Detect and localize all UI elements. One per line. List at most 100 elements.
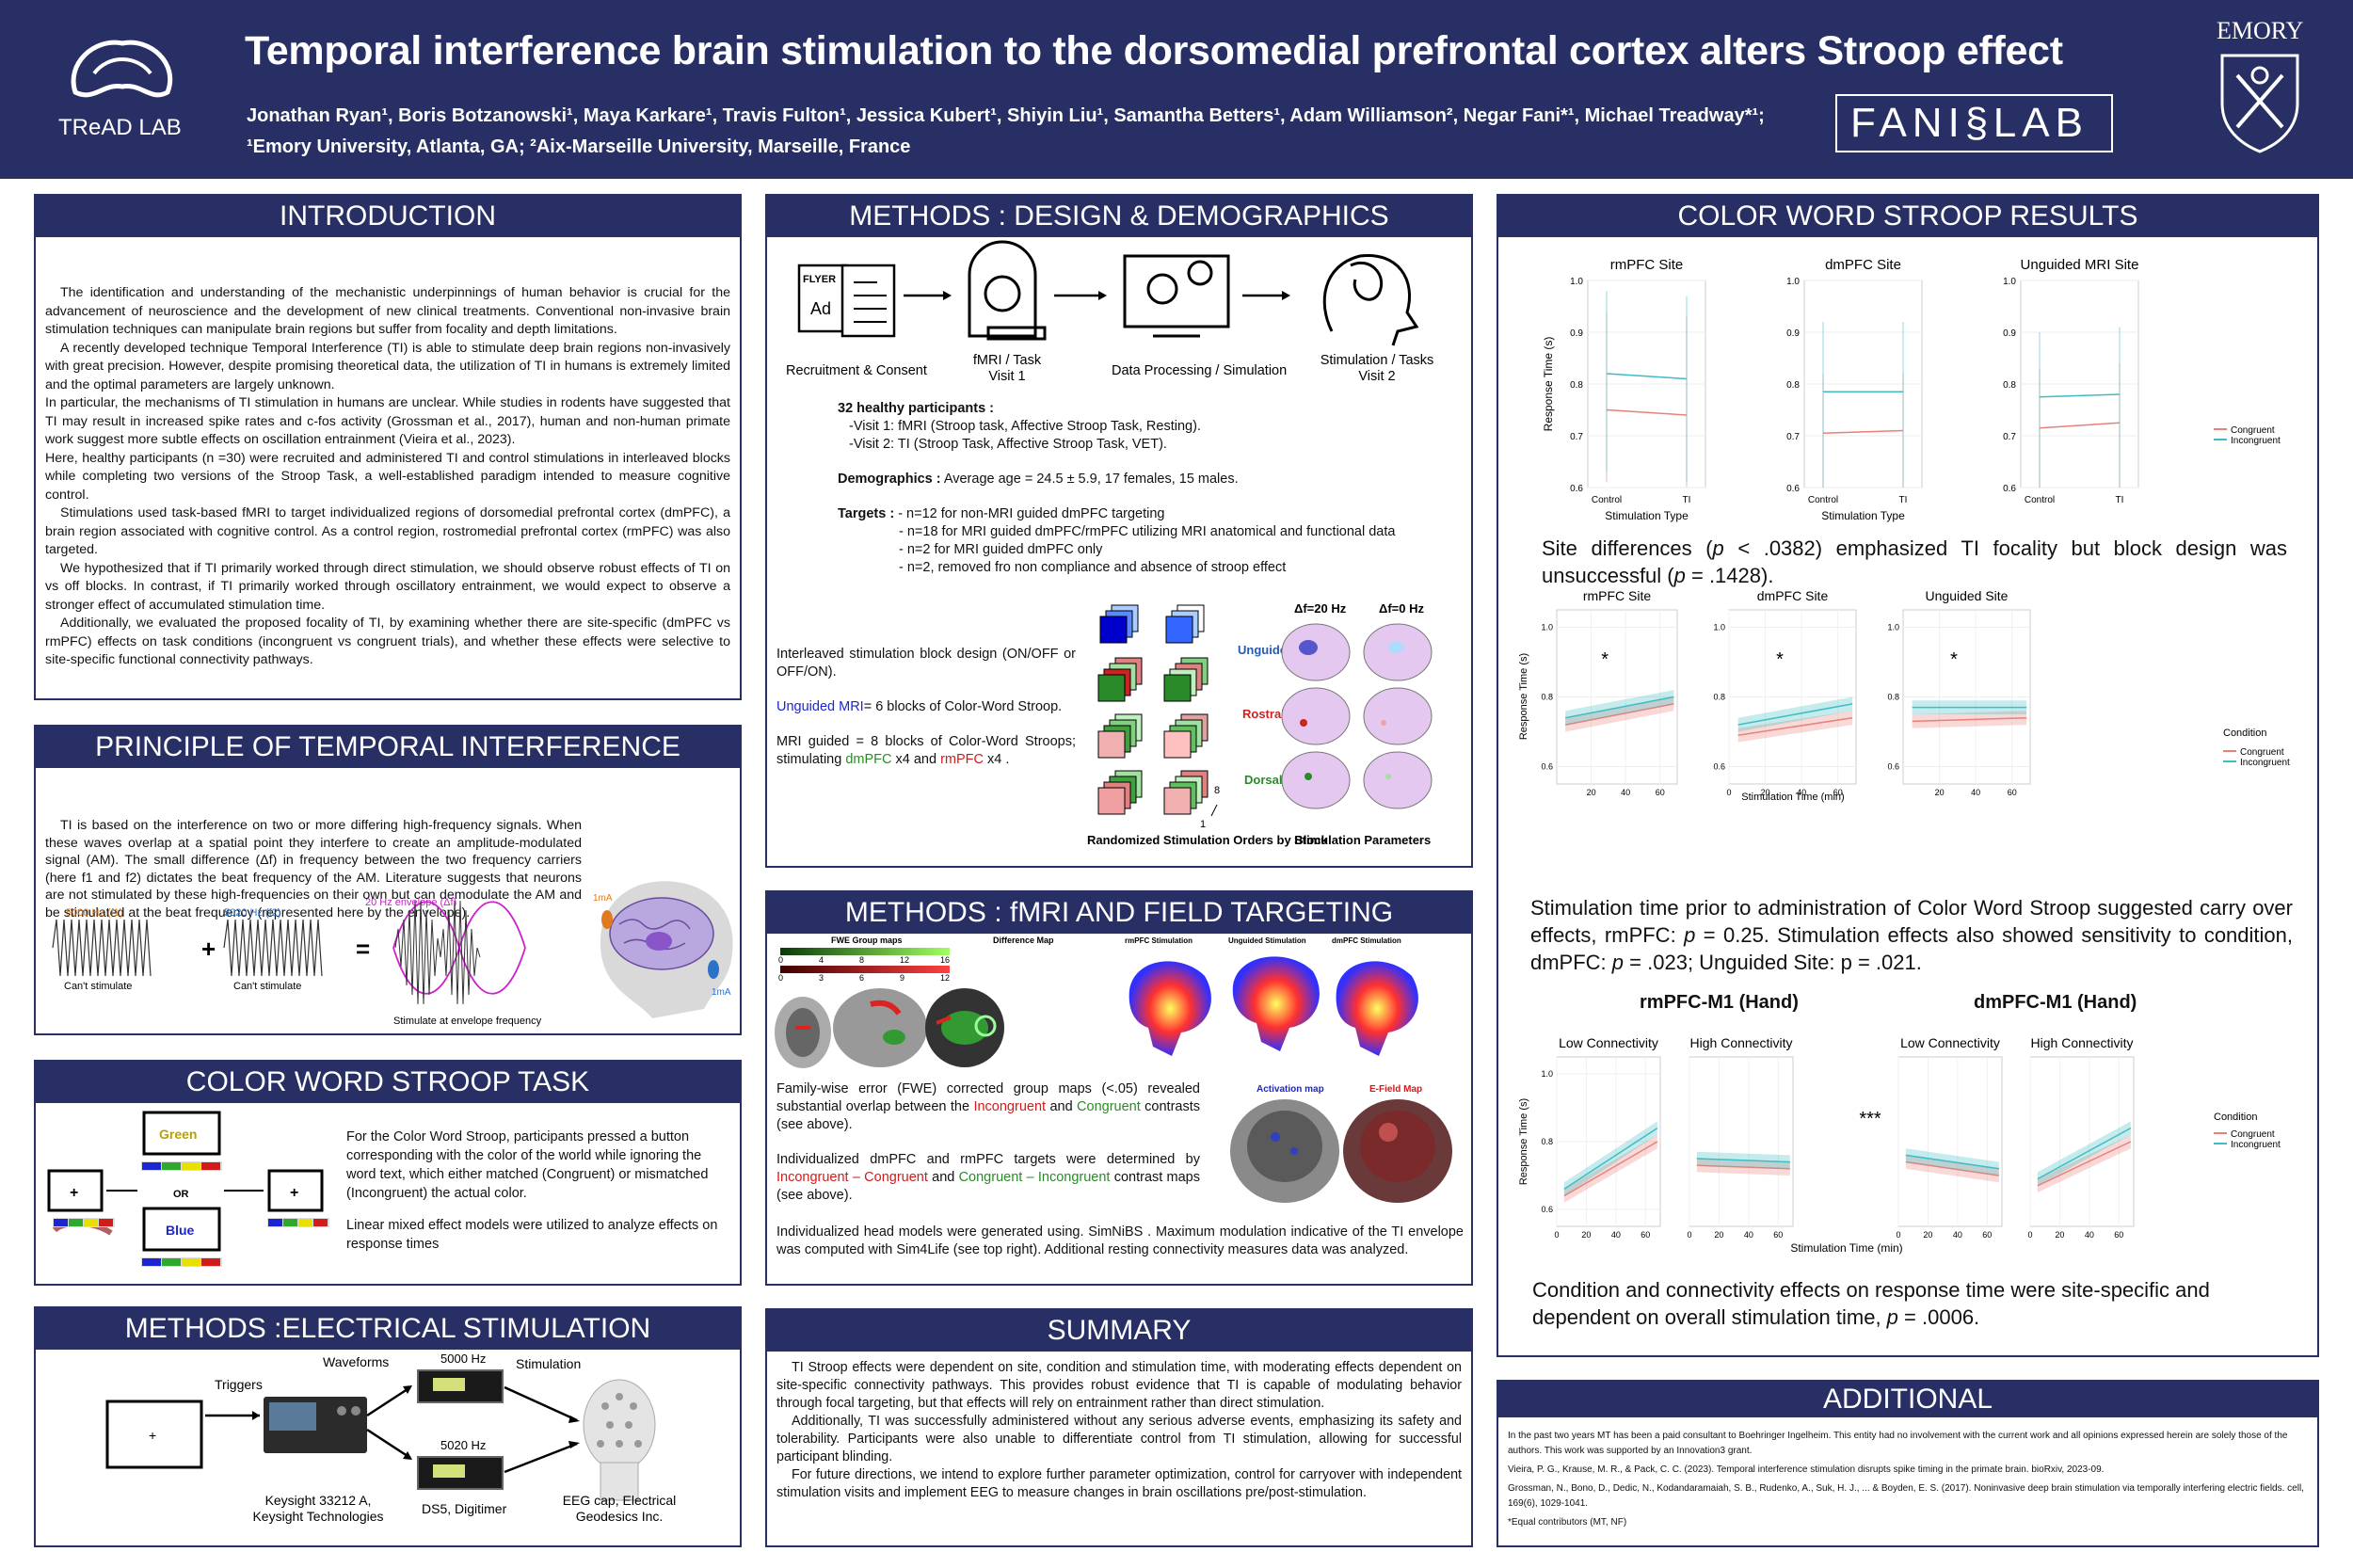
y-tick-label: 1.0	[1786, 277, 1800, 287]
carrier-wave-f2	[223, 919, 323, 977]
dmpfc-word: dmPFC	[845, 752, 892, 767]
y-tick-label: 0.9	[1570, 328, 1583, 339]
step-label: fMRI / Task Visit 1	[973, 353, 1042, 384]
emory-shield-icon	[2220, 54, 2299, 153]
fit-line-incongruent	[1905, 1154, 1999, 1170]
affiliations: ¹Emory University, Atlanta, GA; ²Aix-Mar…	[247, 136, 911, 157]
chart-title: rmPFC Site	[1583, 588, 1652, 603]
contrast-red: Incongruent – Congruent	[776, 1170, 928, 1185]
cant-stimulate-label: Can't stimulate	[233, 981, 301, 992]
param-header: Δf=20 Hz	[1294, 601, 1347, 616]
mri-text-c: x4 and	[891, 752, 941, 767]
fmri-paragraph: Family-wise error (FWE) corrected group …	[776, 1080, 1200, 1134]
stroop-task-panel: COLOR WORD STROOP TASK + Green OR Blue +…	[34, 1060, 742, 1286]
fmri-text-span: and	[1046, 1099, 1078, 1114]
block-stack-mixed	[1163, 713, 1209, 759]
screen-fixation: +	[149, 1428, 156, 1443]
x-tick-label: 0	[1726, 788, 1731, 797]
step-label-2b: Visit 1	[988, 369, 1025, 384]
x-tick-label: Control	[2025, 495, 2055, 505]
legend-title: Condition	[2214, 1112, 2257, 1123]
summary-title: SUMMARY	[767, 1310, 1471, 1352]
tread-lab-logo	[71, 40, 173, 98]
y-tick-label: 0.6	[1570, 484, 1583, 494]
interleaved-text: Interleaved stimulation block design (ON…	[776, 647, 1076, 680]
site-label-dorsal: Dorsal	[1244, 773, 1282, 787]
block-order-diagram: 8 1 Randomized Stimulation Orders by Blo…	[1087, 601, 1433, 847]
block-stack-mixed	[1097, 713, 1143, 759]
results-span: = .023; Unguided Site: p = .021.	[1624, 951, 1922, 974]
study-flow-diagram: FLYER Ad Recruitment & Consent fMRI / Ta…	[786, 240, 1434, 384]
step-label-4a: Stimulation / Tasks	[1321, 353, 1434, 368]
fit-line-congruent	[1912, 716, 2027, 723]
principle-text: TI is based on the interference on two o…	[45, 818, 582, 920]
stroop-task-diagram: + Green OR Blue +	[47, 1111, 329, 1267]
block-stack-mixed	[1163, 770, 1209, 815]
frequency-label: 5020 Hz	[440, 1438, 486, 1452]
ds5-label: DS5, Digitimer	[422, 1501, 507, 1516]
stim-map-label: Unguided Stimulation	[1228, 936, 1306, 945]
x-tick-label: Control	[1808, 495, 1838, 505]
or-label: OR	[173, 1189, 189, 1200]
legend-label: Congruent	[2231, 1129, 2275, 1140]
y-tick-label: 1.0	[1713, 623, 1725, 632]
demographics-value: Average age = 24.5 ± 5.9, 17 females, 15…	[940, 472, 1239, 487]
stim-map-label: rmPFC Stimulation	[1125, 936, 1193, 945]
x-tick-label: TI	[2116, 495, 2124, 505]
ad-label: Ad	[810, 299, 831, 318]
y-tick-label: 0.7	[1570, 432, 1583, 442]
fmri-paragraph: Individualized dmPFC and rmPFC targets w…	[776, 1151, 1200, 1205]
series-line-congruent	[1822, 429, 1904, 434]
stroop-task-title: COLOR WORD STROOP TASK	[36, 1062, 740, 1103]
stroop-text: For the Color Word Stroop, participants …	[346, 1129, 709, 1201]
flyer-label: FLYER	[803, 274, 836, 285]
triggers-label: Triggers	[215, 1377, 263, 1392]
fmri-text-span: contrasts (see above).	[776, 1099, 1200, 1132]
block-stack-blue	[1165, 604, 1205, 644]
red-scale-tick: 6	[859, 973, 864, 983]
x-tick-label: 40	[1611, 1230, 1621, 1240]
red-scale-tick: 3	[819, 973, 824, 983]
fixation-cross: +	[70, 1185, 78, 1201]
stroop-text: Linear mixed effect models were utilized…	[346, 1218, 718, 1252]
design-panel: METHODS : DESIGN & DEMOGRAPHICS FLYER Ad…	[765, 194, 1473, 868]
difference-map-label: Difference Map	[993, 936, 1054, 945]
emory-name: EMORY	[2217, 17, 2304, 44]
results-span: Condition and connectivity effects on re…	[1532, 1278, 2210, 1329]
x-tick-label: 20	[1714, 1230, 1723, 1240]
design-title: METHODS : DESIGN & DEMOGRAPHICS	[767, 196, 1471, 237]
fit-line-congruent	[1563, 1141, 1658, 1197]
x-tick-label: 40	[1797, 788, 1806, 797]
stimulation-setup-diagram: + Triggers Waveforms 5000 Hz 5020 Hz Sti…	[105, 1352, 676, 1524]
intro-paragraph: A recently developed technique Temporal …	[45, 340, 730, 392]
results-span: Site differences (	[1542, 536, 1713, 560]
x-tick-label: 20	[1587, 788, 1596, 797]
param-header: Δf=0 Hz	[1379, 601, 1424, 616]
principle-title: PRINCIPLE OF TEMPORAL INTERFERENCE	[36, 727, 740, 768]
y-tick-label: 0.6	[1887, 762, 1899, 772]
principle-panel: PRINCIPLE OF TEMPORAL INTERFERENCE TI is…	[34, 725, 742, 1035]
lab-word: LAB	[1993, 100, 2089, 146]
frequency-label: 5000 Hz	[440, 1352, 486, 1366]
fani-lab-word: FANI	[1850, 100, 1965, 146]
data-processing-icon	[1123, 254, 1230, 338]
plot-panel	[1897, 1056, 2003, 1227]
y-tick-label: 0.6	[1713, 762, 1725, 772]
introduction-panel: INTRODUCTION The identification and unde…	[34, 194, 742, 700]
carrier-wave-f1	[52, 919, 152, 977]
step-label: Recruitment & Consent	[786, 363, 927, 378]
results-span: < .0382) emphasized TI focality but bloc…	[1542, 536, 2287, 587]
hand-heading-rmpfc: rmPFC-M1 (Hand)	[1640, 992, 1799, 1013]
legend-label: Congruent	[2231, 425, 2275, 436]
y-tick-label: 0.8	[1541, 693, 1553, 702]
fmri-maps-figure: FWE Group maps 0 4 8 12 16 0 3 6 9 12 Difference…	[775, 936, 1418, 1068]
targets-label: Targets :	[838, 506, 895, 521]
unguided-text: Unguided MRI= 6 blocks of Color-Word Str…	[776, 698, 1076, 716]
fit-line-congruent	[1696, 1164, 1790, 1170]
fit-line-incongruent	[2037, 1127, 2132, 1180]
fmri-text-span: Family-wise error (FWE) corrected group …	[776, 1081, 1200, 1114]
incongruent-word: Incongruent	[973, 1099, 1047, 1114]
chart-title: dmPFC Site	[1757, 588, 1829, 603]
x-tick-label: 60	[1833, 788, 1843, 797]
fmri-text-span: contrast maps (see above).	[776, 1170, 1200, 1203]
